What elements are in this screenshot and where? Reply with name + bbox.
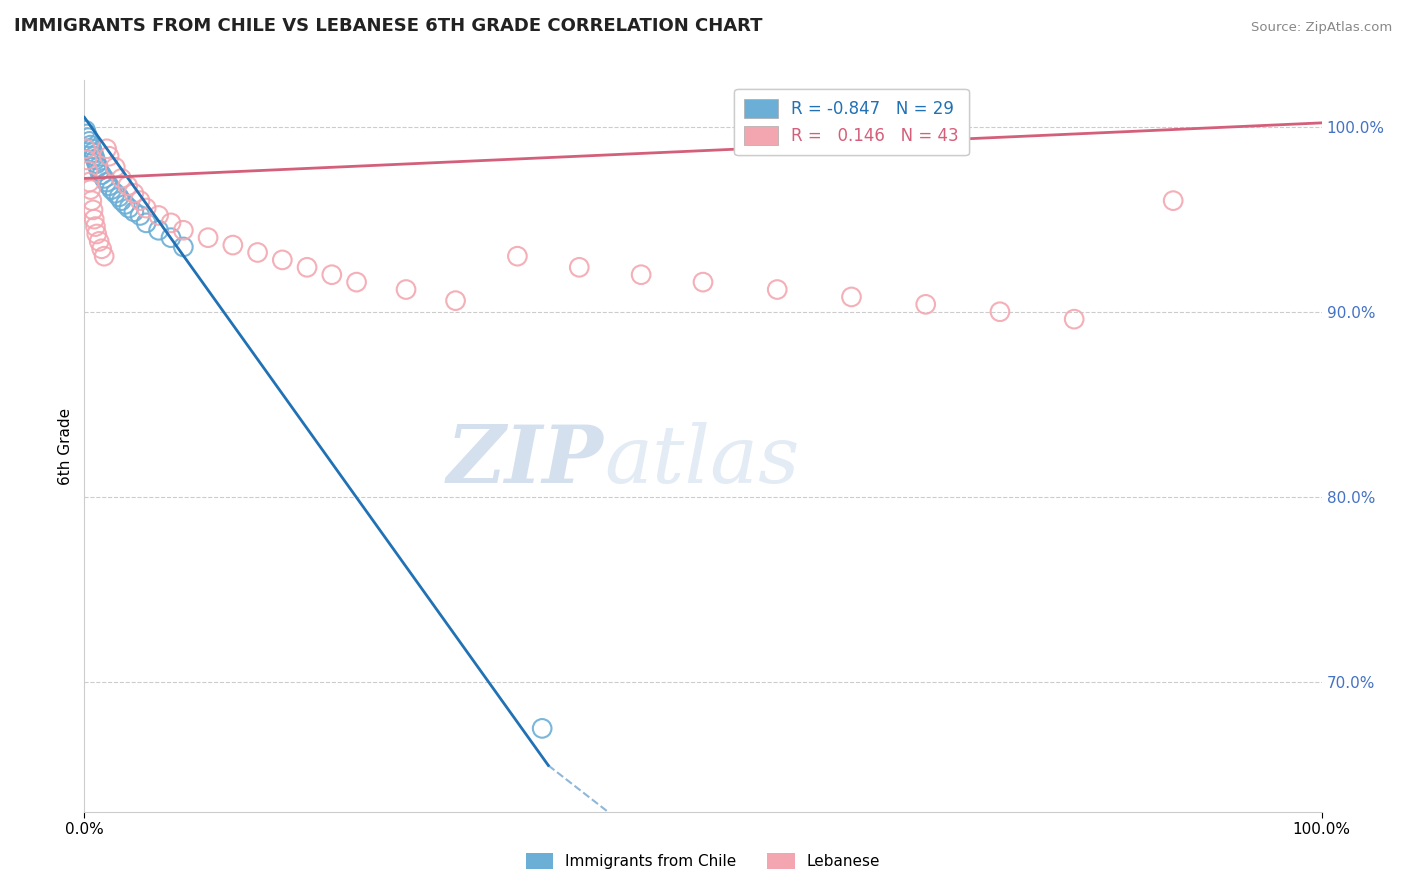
Point <box>110 194 132 208</box>
Point <box>98 178 121 193</box>
Point <box>89 235 111 249</box>
Point <box>96 142 118 156</box>
Point <box>96 175 118 189</box>
Point <box>160 230 183 244</box>
Y-axis label: 6th Grade: 6th Grade <box>58 408 73 484</box>
Point <box>76 153 98 167</box>
Point <box>295 260 318 275</box>
Point <box>135 201 157 215</box>
Point <box>77 130 100 145</box>
Point <box>129 209 152 223</box>
Point <box>79 138 101 153</box>
Point <box>222 238 245 252</box>
Point <box>75 123 97 137</box>
Point <box>80 142 103 156</box>
Point <box>76 127 98 141</box>
Point <box>118 201 141 215</box>
Point <box>83 149 105 163</box>
Point <box>1161 194 1184 208</box>
Point <box>988 304 1011 318</box>
Point <box>77 164 100 178</box>
Point <box>79 175 101 189</box>
Point <box>82 145 104 160</box>
Point <box>117 178 139 193</box>
Point <box>75 142 97 156</box>
Point <box>1063 312 1085 326</box>
Point <box>79 135 101 149</box>
Point <box>93 171 115 186</box>
Point <box>135 216 157 230</box>
Point <box>79 182 101 196</box>
Point <box>172 223 194 237</box>
Point <box>321 268 343 282</box>
Point <box>80 194 103 208</box>
Point <box>98 149 121 163</box>
Text: atlas: atlas <box>605 422 800 500</box>
Point <box>148 209 170 223</box>
Point <box>114 197 136 211</box>
Point <box>89 164 111 178</box>
Point <box>82 202 104 217</box>
Text: IMMIGRANTS FROM CHILE VS LEBANESE 6TH GRADE CORRELATION CHART: IMMIGRANTS FROM CHILE VS LEBANESE 6TH GR… <box>14 17 762 35</box>
Point <box>506 249 529 263</box>
Point <box>83 212 105 227</box>
Point <box>129 194 152 208</box>
Point <box>108 190 131 204</box>
Point <box>86 227 108 241</box>
Point <box>122 186 145 201</box>
Point <box>86 156 108 170</box>
Point <box>87 161 110 175</box>
Point <box>914 297 936 311</box>
Point <box>148 223 170 237</box>
Point <box>444 293 467 308</box>
Point <box>841 290 863 304</box>
Point <box>84 153 107 167</box>
Point <box>93 249 115 263</box>
Point <box>122 204 145 219</box>
Point <box>246 245 269 260</box>
Point <box>630 268 652 282</box>
Point <box>84 219 107 234</box>
Point <box>110 171 132 186</box>
Point <box>531 722 554 736</box>
Point <box>568 260 591 275</box>
Point <box>90 168 112 182</box>
Point <box>395 283 418 297</box>
Point <box>197 230 219 244</box>
Point <box>766 283 789 297</box>
Point <box>104 186 127 201</box>
Point <box>271 252 294 267</box>
Point <box>346 275 368 289</box>
Legend: Immigrants from Chile, Lebanese: Immigrants from Chile, Lebanese <box>519 847 887 875</box>
Text: Source: ZipAtlas.com: Source: ZipAtlas.com <box>1251 21 1392 34</box>
Point <box>100 182 122 196</box>
Point <box>172 240 194 254</box>
Point <box>90 242 112 256</box>
Text: ZIP: ZIP <box>447 422 605 500</box>
Point <box>104 161 127 175</box>
Point <box>160 216 183 230</box>
Legend: R = -0.847   N = 29, R =   0.146   N = 43: R = -0.847 N = 29, R = 0.146 N = 43 <box>734 88 969 155</box>
Point <box>692 275 714 289</box>
